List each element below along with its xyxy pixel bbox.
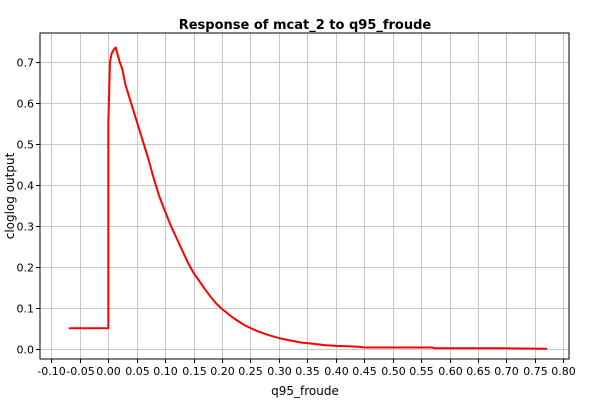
x-tick-label: -0.05 [66,365,94,378]
y-tick-label: 0.4 [17,180,35,193]
x-tick-label: 0.05 [125,365,150,378]
x-tick-label: 0.80 [551,365,576,378]
x-tick-label: 0.00 [96,365,121,378]
x-tick-label: 0.55 [409,365,434,378]
x-axis-ticks: -0.10 -0.05 0.00 0.05 0.10 0.15 0.20 0.25 0.30 0.… [37,359,576,378]
chart-title: Response of mcat_2 to q95_froude [179,18,432,33]
plot-frame [39,32,570,360]
x-tick-label: 0.60 [438,365,463,378]
y-axis-ticks: 0.0 0.1 0.2 0.3 0.4 0.5 0.6 0.7 [17,57,40,357]
x-tick-label: 0.10 [153,365,178,378]
x-tick-label: 0.25 [238,365,263,378]
y-tick-label: 0.2 [17,262,35,275]
x-tick-label: 0.40 [324,365,349,378]
x-tick-label: 0.15 [182,365,207,378]
x-tick-label: 0.70 [494,365,519,378]
x-tick-label: -0.10 [37,365,65,378]
x-tick-label: 0.65 [466,365,491,378]
x-tick-label: 0.20 [210,365,235,378]
series-layer [68,46,548,350]
x-axis-label: q95_froude [271,384,339,398]
plot-area [40,33,569,359]
grid [40,33,569,359]
x-tick-label: 0.30 [267,365,292,378]
x-tick-label: 0.50 [381,365,406,378]
x-tick-label: 0.75 [523,365,548,378]
y-tick-label: 0.7 [17,57,35,70]
y-tick-label: 0.6 [17,98,35,111]
y-tick-label: 0.3 [17,221,35,234]
y-tick-label: 0.1 [17,303,35,316]
y-tick-label: 0.0 [17,344,35,357]
x-tick-label: 0.35 [295,365,320,378]
y-tick-label: 0.5 [17,139,35,152]
x-tick-label: 0.45 [352,365,377,378]
series-line [68,46,548,350]
y-axis-label: cloglog output [3,152,17,239]
